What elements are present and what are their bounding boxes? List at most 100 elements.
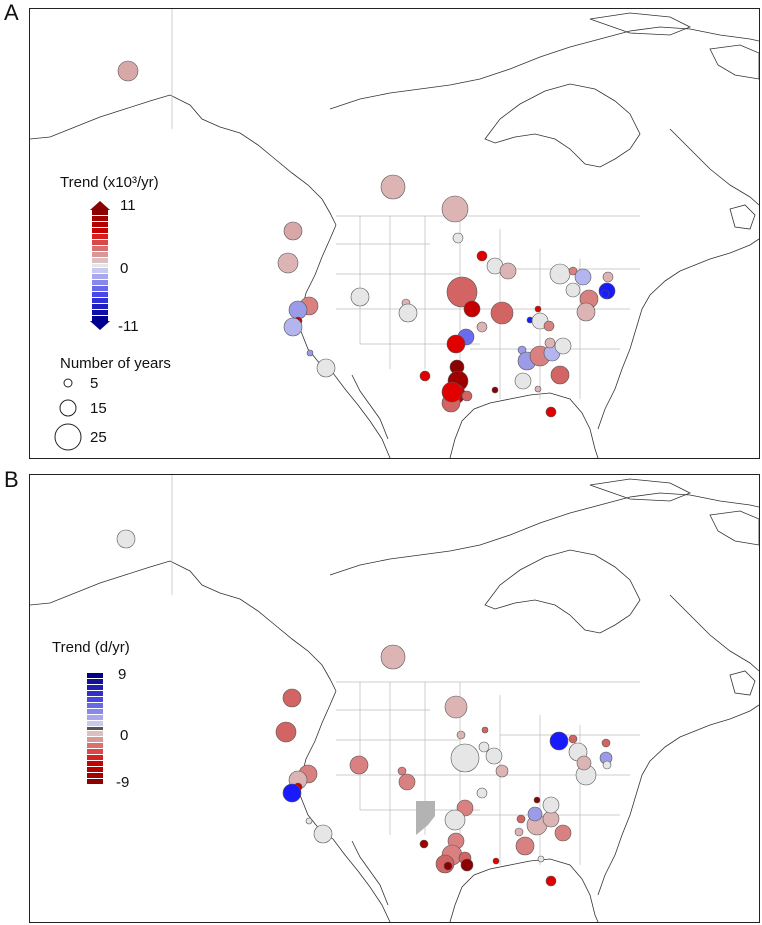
- station-marker: [499, 262, 517, 280]
- station-marker: [463, 300, 481, 318]
- station-marker: [441, 381, 463, 403]
- station-marker: [444, 695, 468, 719]
- station-marker: [545, 406, 557, 418]
- station-marker: [542, 796, 560, 814]
- station-marker: [565, 282, 581, 298]
- east-coast: [597, 238, 759, 430]
- map-panel-a: Trend (x10³/yr) 11 0 -11 Number of years…: [29, 8, 760, 459]
- size-label-5: 5: [90, 375, 99, 392]
- station-marker: [443, 861, 453, 871]
- map-b-svg: [30, 475, 759, 922]
- baja-coast: [351, 840, 389, 906]
- labrador-coast: [669, 128, 759, 206]
- station-marker: [542, 810, 560, 828]
- legend-b-max: 9: [118, 666, 127, 683]
- station-marker: [485, 747, 503, 765]
- station-marker: [282, 783, 302, 803]
- station-marker: [441, 195, 469, 223]
- station-marker: [461, 390, 473, 402]
- station-marker: [288, 300, 308, 320]
- size-label-15: 15: [90, 400, 107, 417]
- legend-b-mid: 0: [120, 727, 129, 744]
- station-marker: [549, 731, 569, 751]
- station-marker: [476, 321, 488, 333]
- station-marker: [305, 817, 313, 825]
- legend-a-title: Trend (x10³/yr): [60, 174, 159, 191]
- station-marker: [306, 349, 314, 357]
- station-marker: [543, 320, 555, 332]
- station-marker: [574, 268, 592, 286]
- station-marker: [283, 221, 303, 241]
- station-marker: [514, 372, 532, 390]
- colorbar-b: [87, 673, 103, 784]
- legend-b-min: -9: [116, 774, 130, 791]
- colorbar-a: [90, 201, 110, 330]
- stations-b: [116, 529, 613, 887]
- station-marker: [277, 252, 299, 274]
- station-marker: [450, 743, 480, 773]
- station-marker: [446, 334, 466, 354]
- station-marker: [380, 174, 406, 200]
- station-marker: [554, 824, 572, 842]
- panel-b-letter: B: [4, 467, 19, 492]
- station-marker: [446, 276, 478, 308]
- arctic-island-2: [709, 44, 759, 80]
- size-15-circle: [59, 399, 77, 417]
- station-marker: [444, 809, 466, 831]
- station-marker: [549, 263, 571, 285]
- arctic-coast: [329, 492, 759, 576]
- newfoundland: [729, 204, 756, 230]
- station-marker: [576, 302, 596, 322]
- station-marker: [550, 365, 570, 385]
- no-data-region: [416, 801, 435, 835]
- station-marker: [515, 836, 535, 856]
- station-marker: [601, 738, 611, 748]
- station-marker: [419, 370, 431, 382]
- station-marker: [481, 726, 489, 734]
- station-marker: [460, 858, 474, 872]
- station-marker: [516, 814, 526, 824]
- map-panel-b: Trend (d/yr) 9 0 -9: [29, 474, 760, 923]
- size-25-circle: [54, 423, 82, 451]
- station-marker: [533, 796, 541, 804]
- station-marker: [554, 337, 572, 355]
- east-coast: [597, 704, 759, 896]
- station-marker: [116, 529, 136, 549]
- panel-a-letter: A: [4, 0, 19, 25]
- size-legend-circles: [54, 378, 82, 451]
- legend-a-max: 11: [120, 197, 136, 214]
- size-legend-title: Number of years: [60, 355, 171, 372]
- alaska-coast: [30, 560, 337, 692]
- size-5-circle: [63, 378, 73, 388]
- station-marker: [492, 857, 500, 865]
- hudson-bay: [484, 83, 641, 168]
- arctic-island-2: [709, 510, 759, 546]
- gulf-coast: [449, 392, 599, 458]
- station-marker: [527, 806, 543, 822]
- west-coast: [299, 690, 391, 922]
- coastlines-a: [30, 12, 759, 458]
- borders-a: [171, 9, 640, 399]
- station-marker: [283, 317, 303, 337]
- arctic-coast: [329, 26, 759, 110]
- station-marker: [602, 271, 614, 283]
- station-marker: [282, 688, 302, 708]
- station-marker: [349, 755, 369, 775]
- legend-b-title: Trend (d/yr): [52, 639, 130, 656]
- station-marker: [419, 839, 429, 849]
- station-marker: [476, 250, 488, 262]
- alaska-coast: [30, 94, 337, 226]
- station-marker: [476, 787, 488, 799]
- station-marker: [568, 266, 578, 276]
- legend-a-mid: 0: [120, 260, 129, 277]
- station-marker: [380, 644, 406, 670]
- station-marker: [316, 358, 336, 378]
- station-marker: [568, 734, 578, 744]
- station-marker: [491, 386, 499, 394]
- station-marker: [398, 773, 416, 791]
- stations-a: [117, 60, 616, 418]
- station-marker: [397, 766, 407, 776]
- station-marker: [313, 824, 333, 844]
- newfoundland: [729, 670, 756, 696]
- west-coast: [299, 224, 391, 458]
